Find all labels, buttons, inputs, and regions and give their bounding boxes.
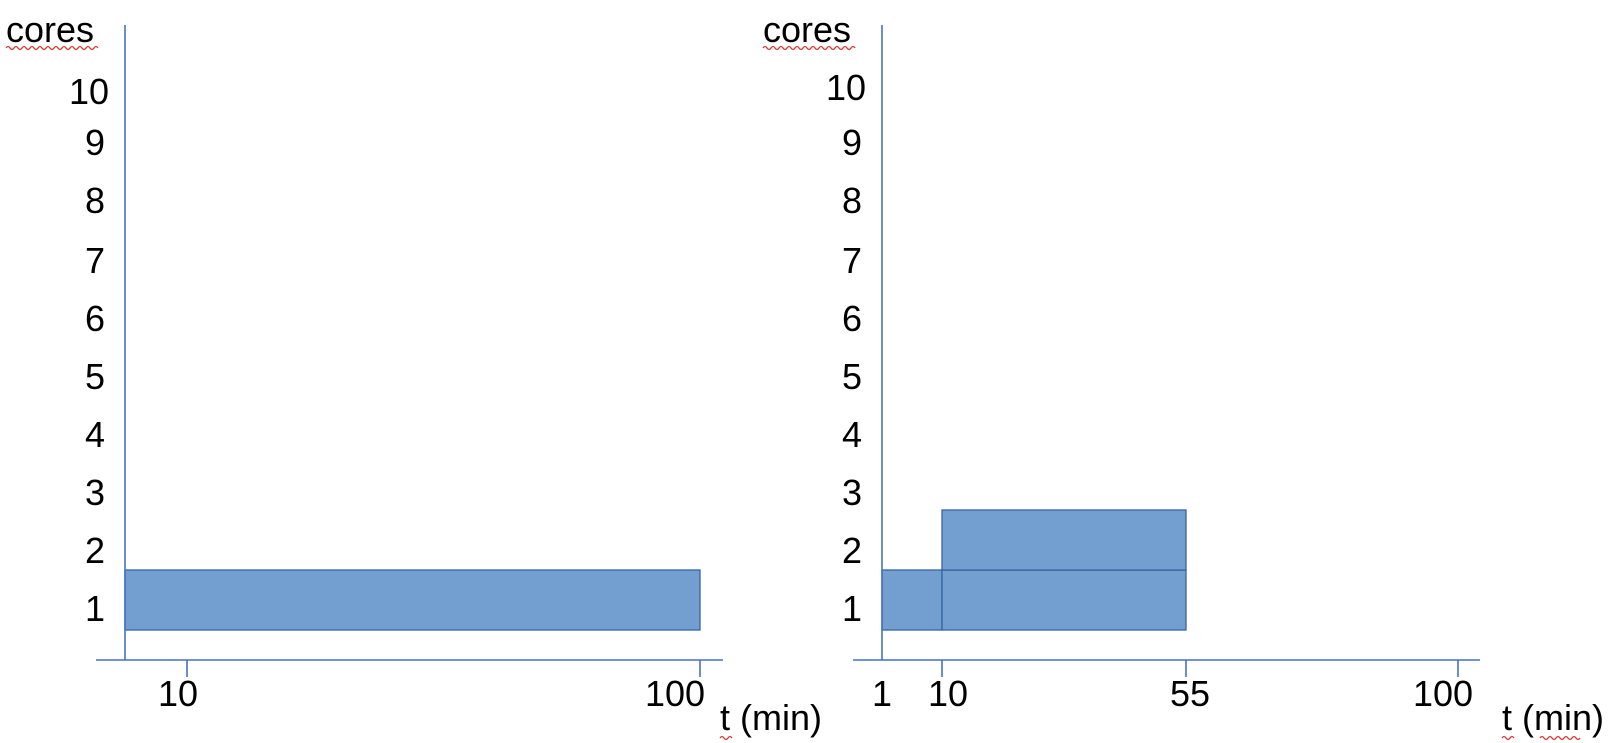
right-x-axis-label-spellcheck bbox=[1501, 735, 1515, 741]
right-y-tick-5: 5 bbox=[842, 356, 862, 397]
right-y-axis-label-spellcheck bbox=[762, 45, 856, 51]
right-y-tick-8: 8 bbox=[842, 180, 862, 221]
left-y-tick-1: 1 bbox=[85, 588, 105, 629]
left-x-axis-label-spellcheck bbox=[719, 735, 733, 741]
right-x-axis-label: t (min) bbox=[1502, 697, 1604, 738]
right-x-tick-55: 55 bbox=[1170, 673, 1210, 714]
left-y-tick-8: 8 bbox=[85, 180, 105, 221]
left-x-tick-100: 100 bbox=[645, 673, 705, 714]
right-chart: cores 1 2 3 4 5 6 7 8 9 10 1 10 55 100 t… bbox=[762, 9, 1604, 741]
left-y-axis-label: cores bbox=[6, 9, 94, 50]
right-x-tick-10: 10 bbox=[928, 673, 968, 714]
left-x-tick-10: 10 bbox=[158, 673, 198, 714]
left-block-0-100 bbox=[124, 569, 701, 631]
right-x-tick-100: 100 bbox=[1413, 673, 1473, 714]
right-y-axis-label: cores bbox=[763, 9, 851, 50]
right-y-tick-10: 10 bbox=[826, 67, 866, 108]
left-chart: cores 1 2 3 4 5 6 7 8 9 10 10 100 t (min… bbox=[5, 9, 822, 741]
right-block-1-10 bbox=[881, 569, 943, 631]
left-x-axis-label: t (min) bbox=[720, 697, 822, 738]
left-y-tick-4: 4 bbox=[85, 414, 105, 455]
left-y-tick-2: 2 bbox=[85, 530, 105, 571]
right-y-tick-7: 7 bbox=[842, 240, 862, 281]
right-y-tick-9: 9 bbox=[842, 122, 862, 163]
right-block-10-55-level1 bbox=[941, 569, 1187, 631]
right-y-tick-2: 2 bbox=[842, 530, 862, 571]
left-y-tick-5: 5 bbox=[85, 356, 105, 397]
right-y-tick-6: 6 bbox=[842, 298, 862, 339]
right-x-axis-label-min-spellcheck bbox=[1539, 735, 1581, 741]
left-y-tick-7: 7 bbox=[85, 240, 105, 281]
right-block-10-55-level2 bbox=[941, 509, 1187, 571]
left-y-tick-3: 3 bbox=[85, 472, 105, 513]
right-y-tick-3: 3 bbox=[842, 472, 862, 513]
left-y-tick-9: 9 bbox=[85, 122, 105, 163]
right-y-tick-1: 1 bbox=[842, 588, 862, 629]
right-y-tick-4: 4 bbox=[842, 414, 862, 455]
left-y-tick-10: 10 bbox=[69, 71, 109, 112]
left-y-axis-label-spellcheck bbox=[5, 45, 99, 51]
right-x-tick-1: 1 bbox=[872, 673, 892, 714]
left-y-tick-6: 6 bbox=[85, 298, 105, 339]
